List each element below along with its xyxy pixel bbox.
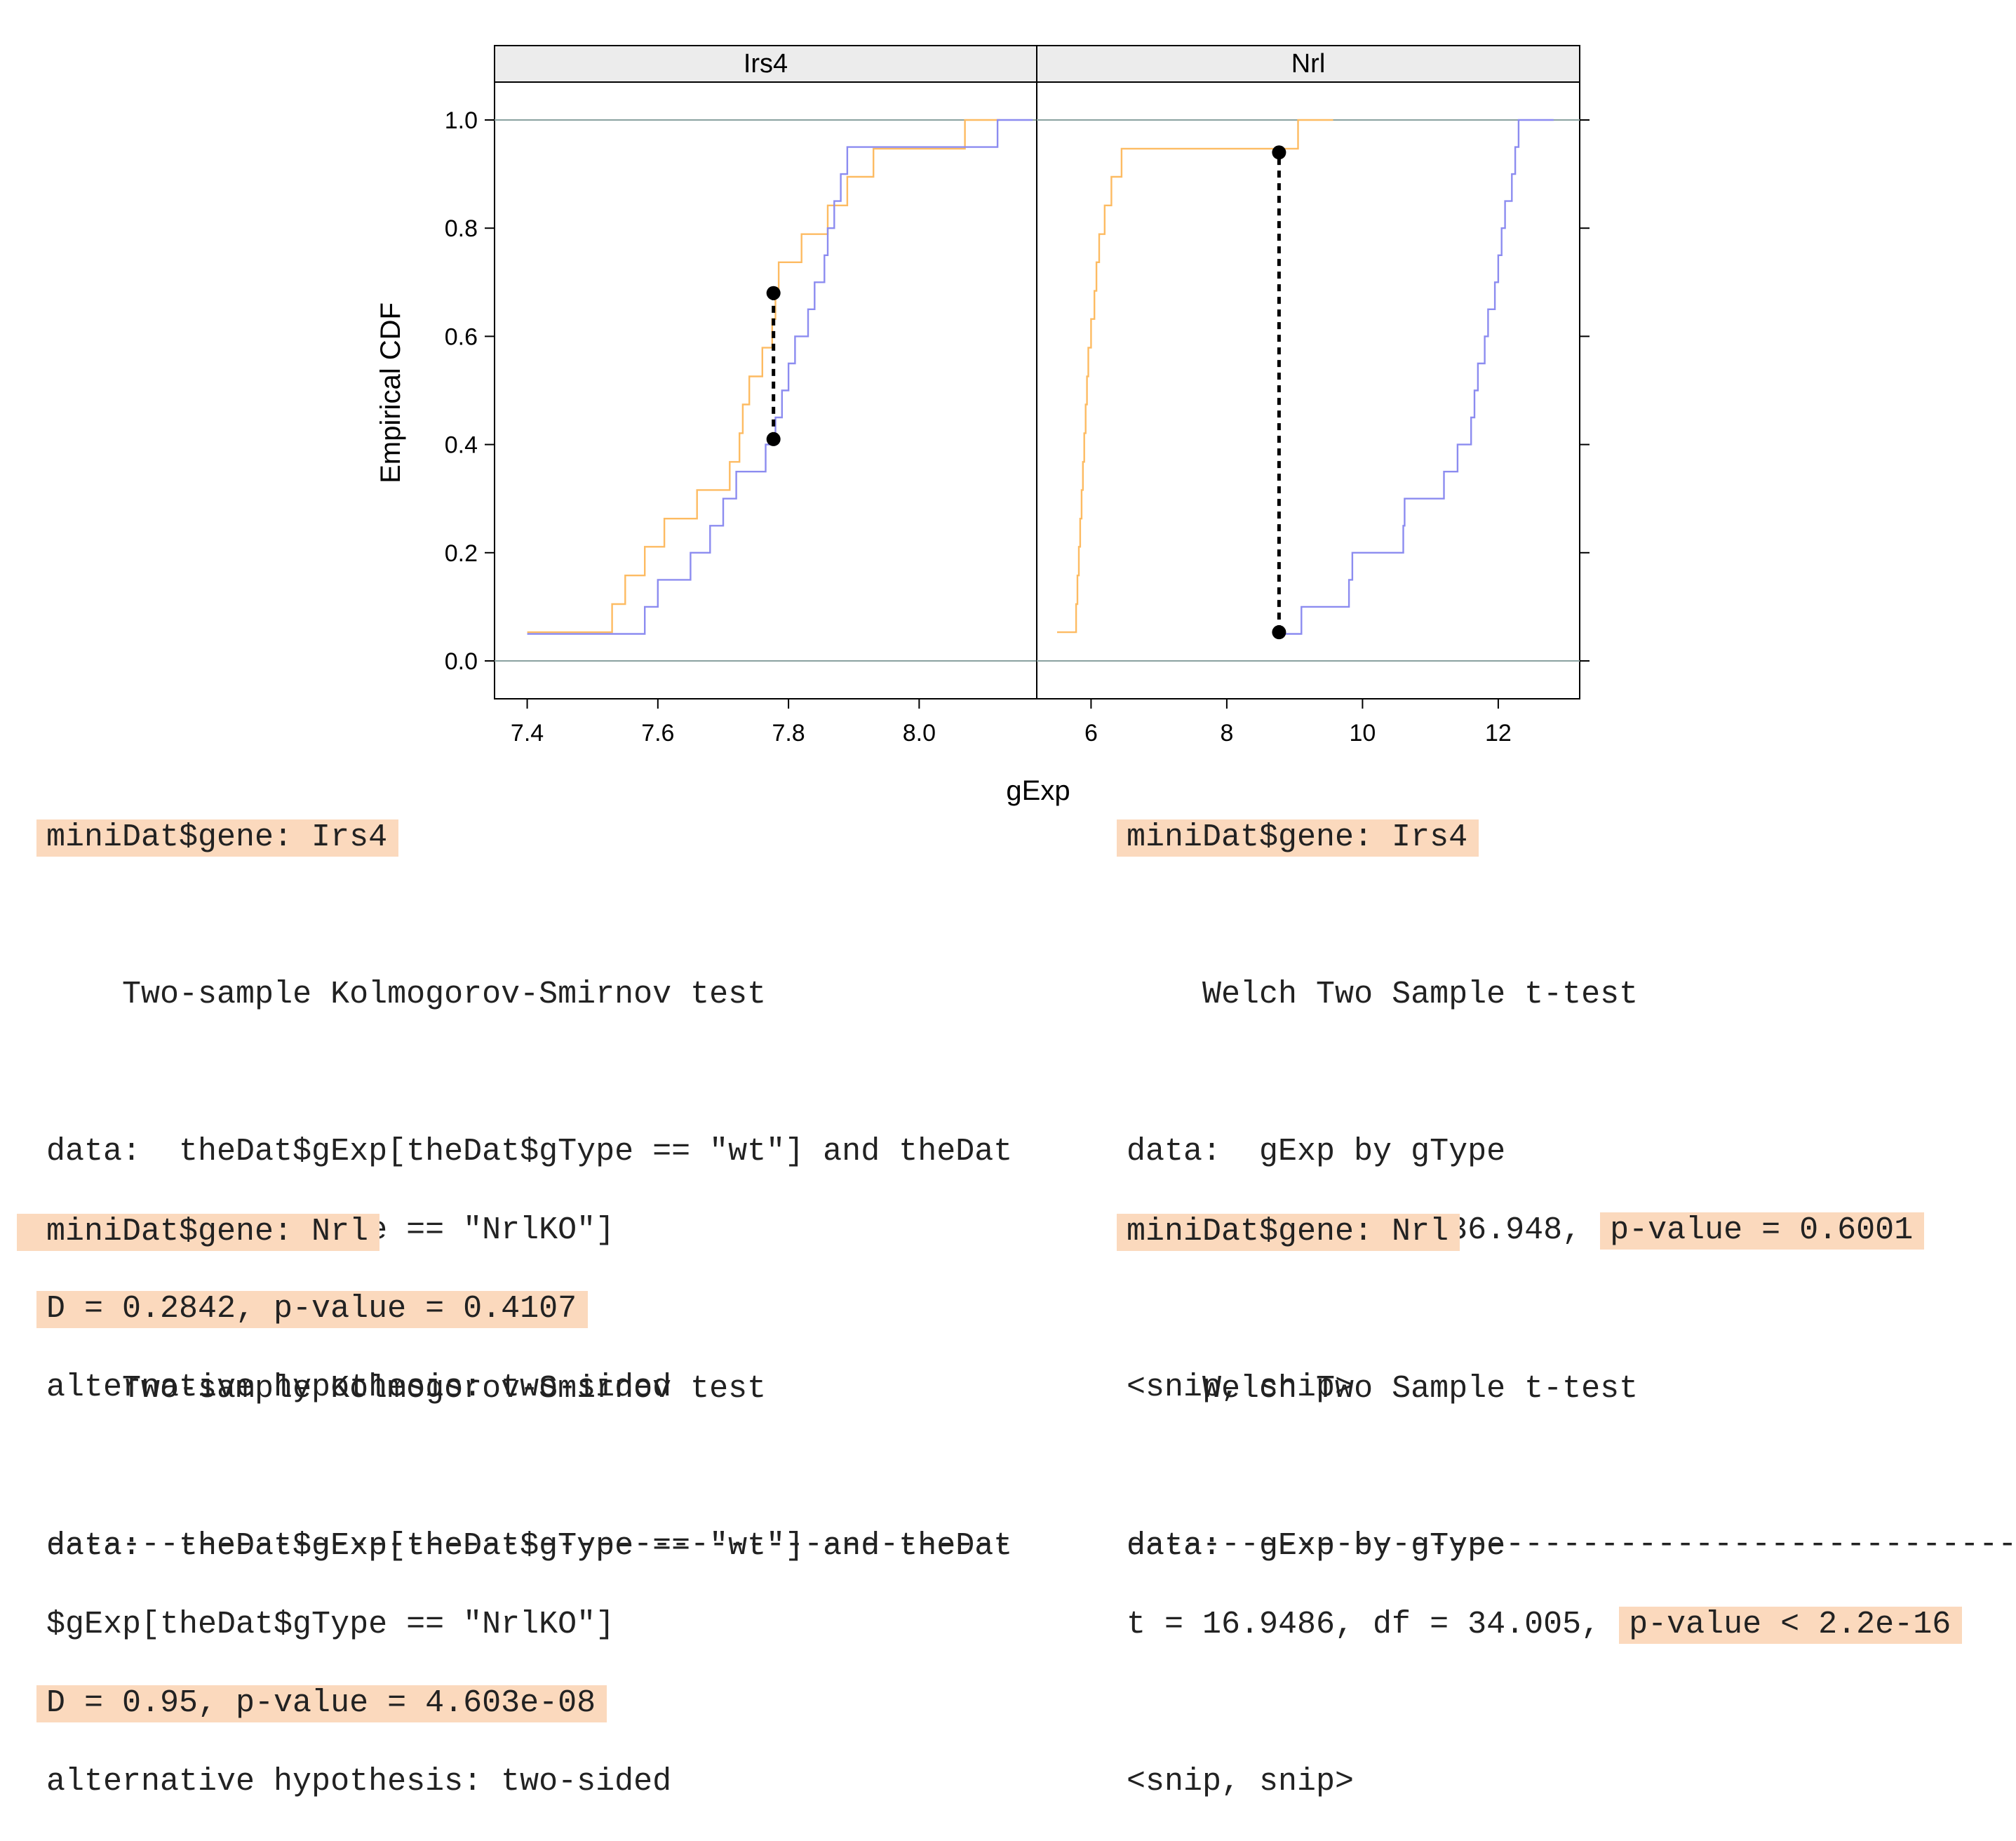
test-title: Welch Two Sample t-test [1202,1371,1639,1407]
panel-irs4: Irs4 0.0 0.2 0.4 0.6 0.8 1.0 7.4 7.6 7.8 8.0 [445,45,1037,747]
y-tick-label: 0.8 [445,215,478,242]
statistic-highlight: D = 0.2842, p-value = 0.4107 [36,1291,589,1328]
data-line: data: theDat$gExp[theDat$gType == "wt"] … [46,1528,1013,1564]
x-axis-label: gExp [1006,775,1070,806]
panel-strip-label: Nrl [1291,49,1326,79]
x-tick-label: 7.8 [772,720,805,747]
y-tick-label: 0.6 [445,323,478,350]
panel-frame [494,81,1037,699]
data-line: data: gExp by gType [1127,1528,1506,1564]
statistic-line: t = 16.9486, df = 34.005, [1127,1607,1620,1642]
test-title: Welch Two Sample t-test [1202,977,1639,1012]
y-tick-label: 0.4 [445,432,478,459]
test-title: Two-sample Kolmogorov-Smirnov test [122,977,767,1012]
ks-output-nrl: miniDat$gene: Nrl Two-sample Kolmogorov-… [17,1173,1013,1841]
y-tick-label: 0.2 [445,540,478,567]
ks-point-lower [1272,625,1286,640]
snip-line: <snip, snip> [1127,1764,1355,1800]
y-tick-label: 0.0 [445,648,478,675]
panel-nrl: Nrl 6 8 10 12 [1036,45,1590,747]
ecdf-series-wt [1057,119,1333,634]
panel-strip [1036,45,1580,83]
gene-label-highlight: miniDat$gene: Irs4 [36,819,399,857]
panel-strip-label: Irs4 [744,49,788,79]
gene-label-highlight: miniDat$gene: Irs4 [1117,819,1479,857]
x-tick-label: 8 [1220,720,1233,747]
x-tick-label: 12 [1485,720,1512,747]
y-tick-label: 1.0 [445,107,478,134]
test-title: Two-sample Kolmogorov-Smirnov test [122,1371,767,1407]
ecdf-series-nrlko [527,119,1033,635]
data-line: data: theDat$gExp[theDat$gType == "wt"] … [46,1134,1013,1170]
x-tick-label: 8.0 [903,720,936,747]
alternative-line: alternative hypothesis: two-sided [46,1370,672,1405]
ks-point-upper [1272,145,1286,160]
ecdf-series-nrlko [1277,119,1554,635]
alternative-line: alternative hypothesis: two-sided [46,1764,672,1800]
panel-frame [1036,81,1580,699]
x-tick-label: 7.4 [511,720,544,747]
ecdf-chart: Empirical CDF gExp Irs4 0.0 0.2 0.4 0.6 0.8 1.… [375,45,1590,806]
ks-point-lower [766,431,781,446]
t-output-nrl: miniDat$gene: Nrl Welch Two Sample t-tes… [1117,1173,1963,1841]
snip-line: <snip, snip> [1127,1370,1355,1405]
ecdf-series-wt [527,119,1000,634]
pvalue-highlight: p-value = 0.6001 [1600,1212,1925,1250]
pvalue-highlight: p-value < 2.2e-16 [1619,1607,1963,1644]
data-line-continued: $gExp[theDat$gType == "NrlKO"] [46,1607,615,1642]
statistic-highlight: D = 0.95, p-value = 4.603e-08 [36,1685,607,1722]
x-tick-label: 6 [1084,720,1098,747]
ks-point-upper [766,286,781,300]
panel-strip [494,45,1037,83]
x-tick-label: 10 [1349,720,1376,747]
x-tick-label: 7.6 [641,720,674,747]
gene-label-highlight: miniDat$gene: Nrl [1117,1214,1460,1251]
y-axis-label: Empirical CDF [375,302,406,483]
data-line: data: gExp by gType [1127,1134,1506,1170]
gene-label-highlight: miniDat$gene: Nrl [17,1214,380,1251]
